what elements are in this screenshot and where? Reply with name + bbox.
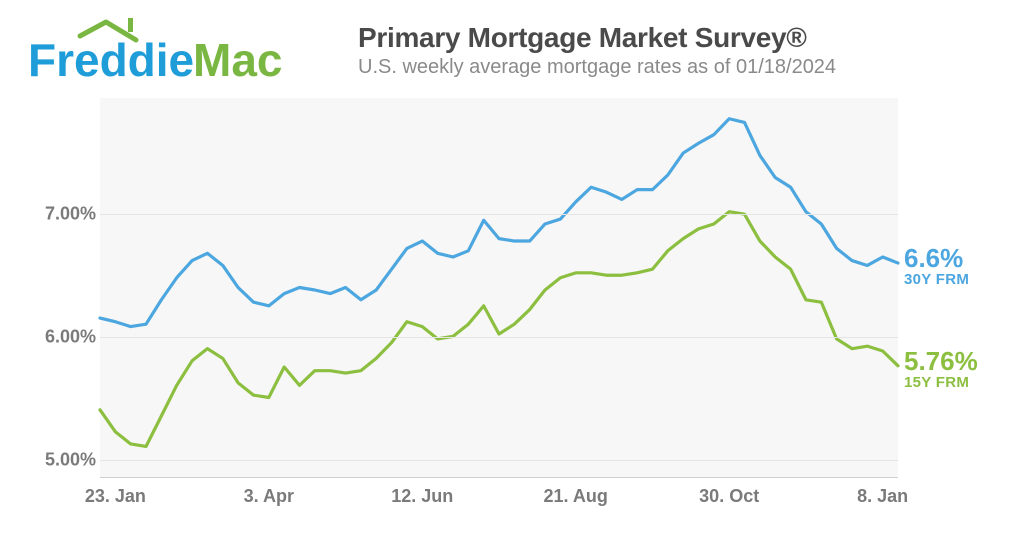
series-end-value: 5.76%: [904, 348, 978, 374]
logo-svg: Freddie Mac: [28, 18, 318, 90]
header-block: Freddie Mac Primary Mortgage Market Surv…: [0, 0, 1024, 105]
y-axis-label: 5.00%: [26, 449, 96, 470]
chart-container: 5.00% 6.00% 7.00% 23. Jan 3. Apr 12. Jun 21. A…: [28, 98, 998, 518]
gridline: [100, 214, 898, 215]
y-axis-label: 6.00%: [26, 327, 96, 348]
series-line-15y: [100, 212, 898, 447]
x-axis-label: 8. Jan: [857, 486, 908, 507]
title-block: Primary Mortgage Market Survey® U.S. wee…: [358, 18, 1004, 79]
x-axis-label: 21. Aug: [544, 486, 608, 507]
series-end-label-30y: 6.6%30Y FRM: [904, 245, 969, 288]
x-axis-label: 3. Apr: [244, 486, 294, 507]
series-end-label-15y: 5.76%15Y FRM: [904, 348, 978, 391]
freddie-mac-logo: Freddie Mac: [28, 18, 318, 95]
x-axis-label: 12. Jun: [391, 486, 453, 507]
series-end-name: 30Y FRM: [904, 271, 969, 288]
chart-subtitle: U.S. weekly average mortgage rates as of…: [358, 56, 1004, 79]
plot-area: [100, 98, 898, 478]
x-axis-label: 30. Oct: [699, 486, 759, 507]
chart-title: Primary Mortgage Market Survey®: [358, 22, 1004, 54]
series-line-30y: [100, 119, 898, 327]
logo-text-freddie: Freddie: [28, 34, 194, 86]
x-axis-label: 23. Jan: [85, 486, 146, 507]
chimney-icon: [128, 18, 133, 32]
logo-text-mac: Mac: [193, 34, 282, 86]
gridline: [100, 337, 898, 338]
y-axis-label: 7.00%: [26, 204, 96, 225]
line-series-svg: [100, 98, 898, 477]
series-end-name: 15Y FRM: [904, 374, 978, 391]
gridline: [100, 460, 898, 461]
series-end-value: 6.6%: [904, 245, 969, 271]
